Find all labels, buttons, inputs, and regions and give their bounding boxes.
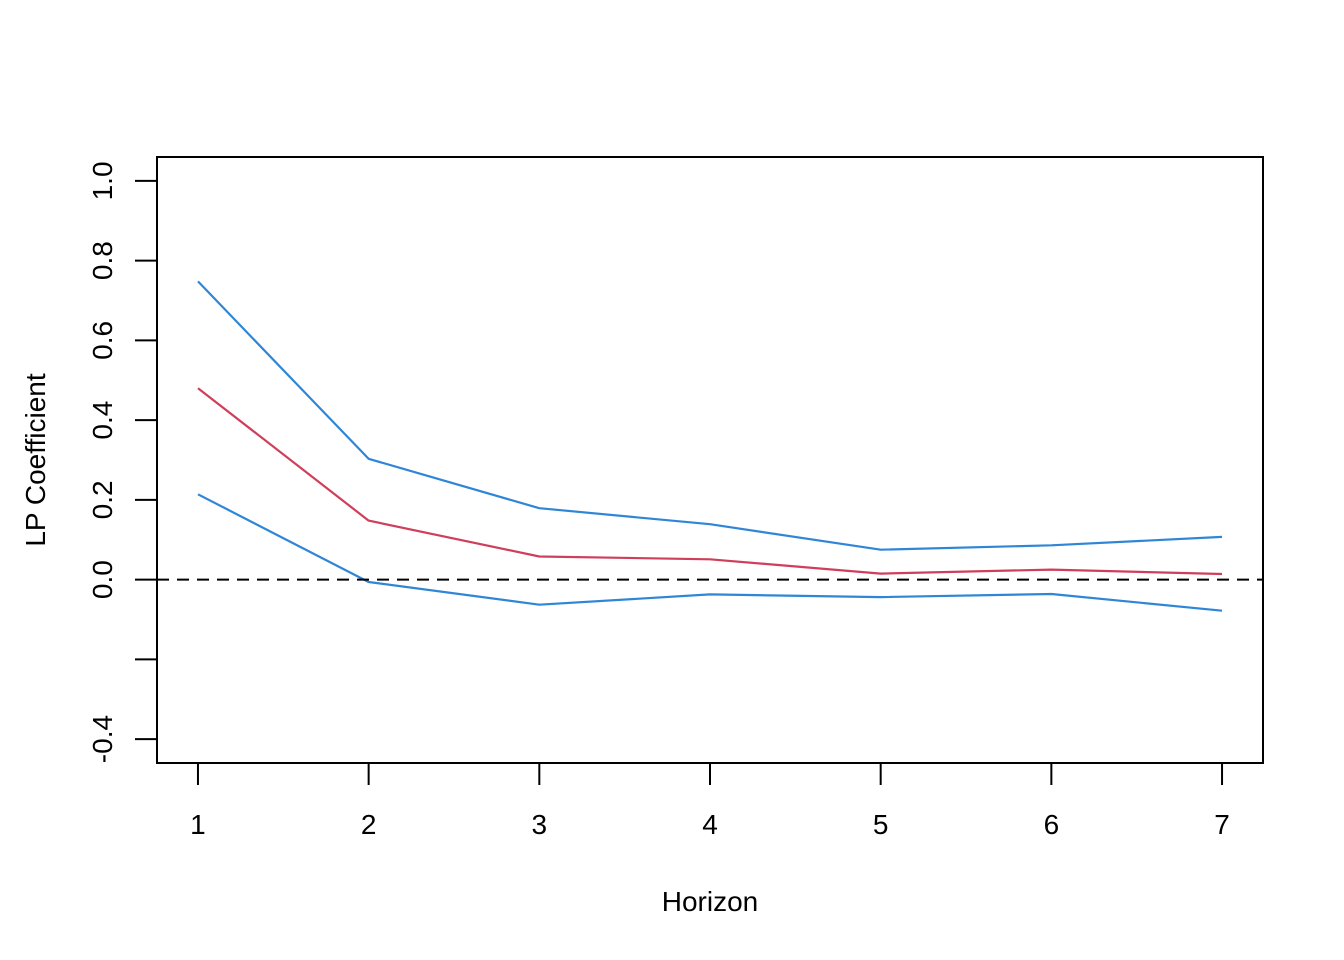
x-tick-label: 6 [1044, 809, 1060, 840]
y-tick-label: 0.2 [87, 480, 118, 519]
x-tick-label: 5 [873, 809, 889, 840]
y-axis-title: LP Coefficient [20, 373, 51, 547]
x-tick-label: 2 [361, 809, 377, 840]
series-line-estimate [197, 387, 1223, 576]
y-tick-label: 1.0 [87, 161, 118, 200]
x-tick-label: 7 [1214, 809, 1230, 840]
y-tick-label: 0.4 [87, 401, 118, 440]
y-tick-label: 0.6 [87, 321, 118, 360]
series-line-upper [197, 280, 1223, 551]
y-tick-label: -0.4 [87, 715, 118, 763]
series-layer [197, 280, 1223, 612]
x-tick-label: 4 [702, 809, 718, 840]
series-line-lower [197, 493, 1223, 612]
x-axis: 1 2 3 4 5 6 7 [190, 762, 1230, 840]
y-axis: -0.4 0.0 0.2 0.4 0.6 0.8 1.0 [87, 161, 158, 763]
y-tick-label: 0.0 [87, 560, 118, 599]
x-tick-label: 1 [190, 809, 206, 840]
plot-frame [156, 156, 1264, 764]
x-tick-label: 3 [532, 809, 548, 840]
y-tick-label: 0.8 [87, 241, 118, 280]
x-axis-title: Horizon [662, 886, 758, 917]
